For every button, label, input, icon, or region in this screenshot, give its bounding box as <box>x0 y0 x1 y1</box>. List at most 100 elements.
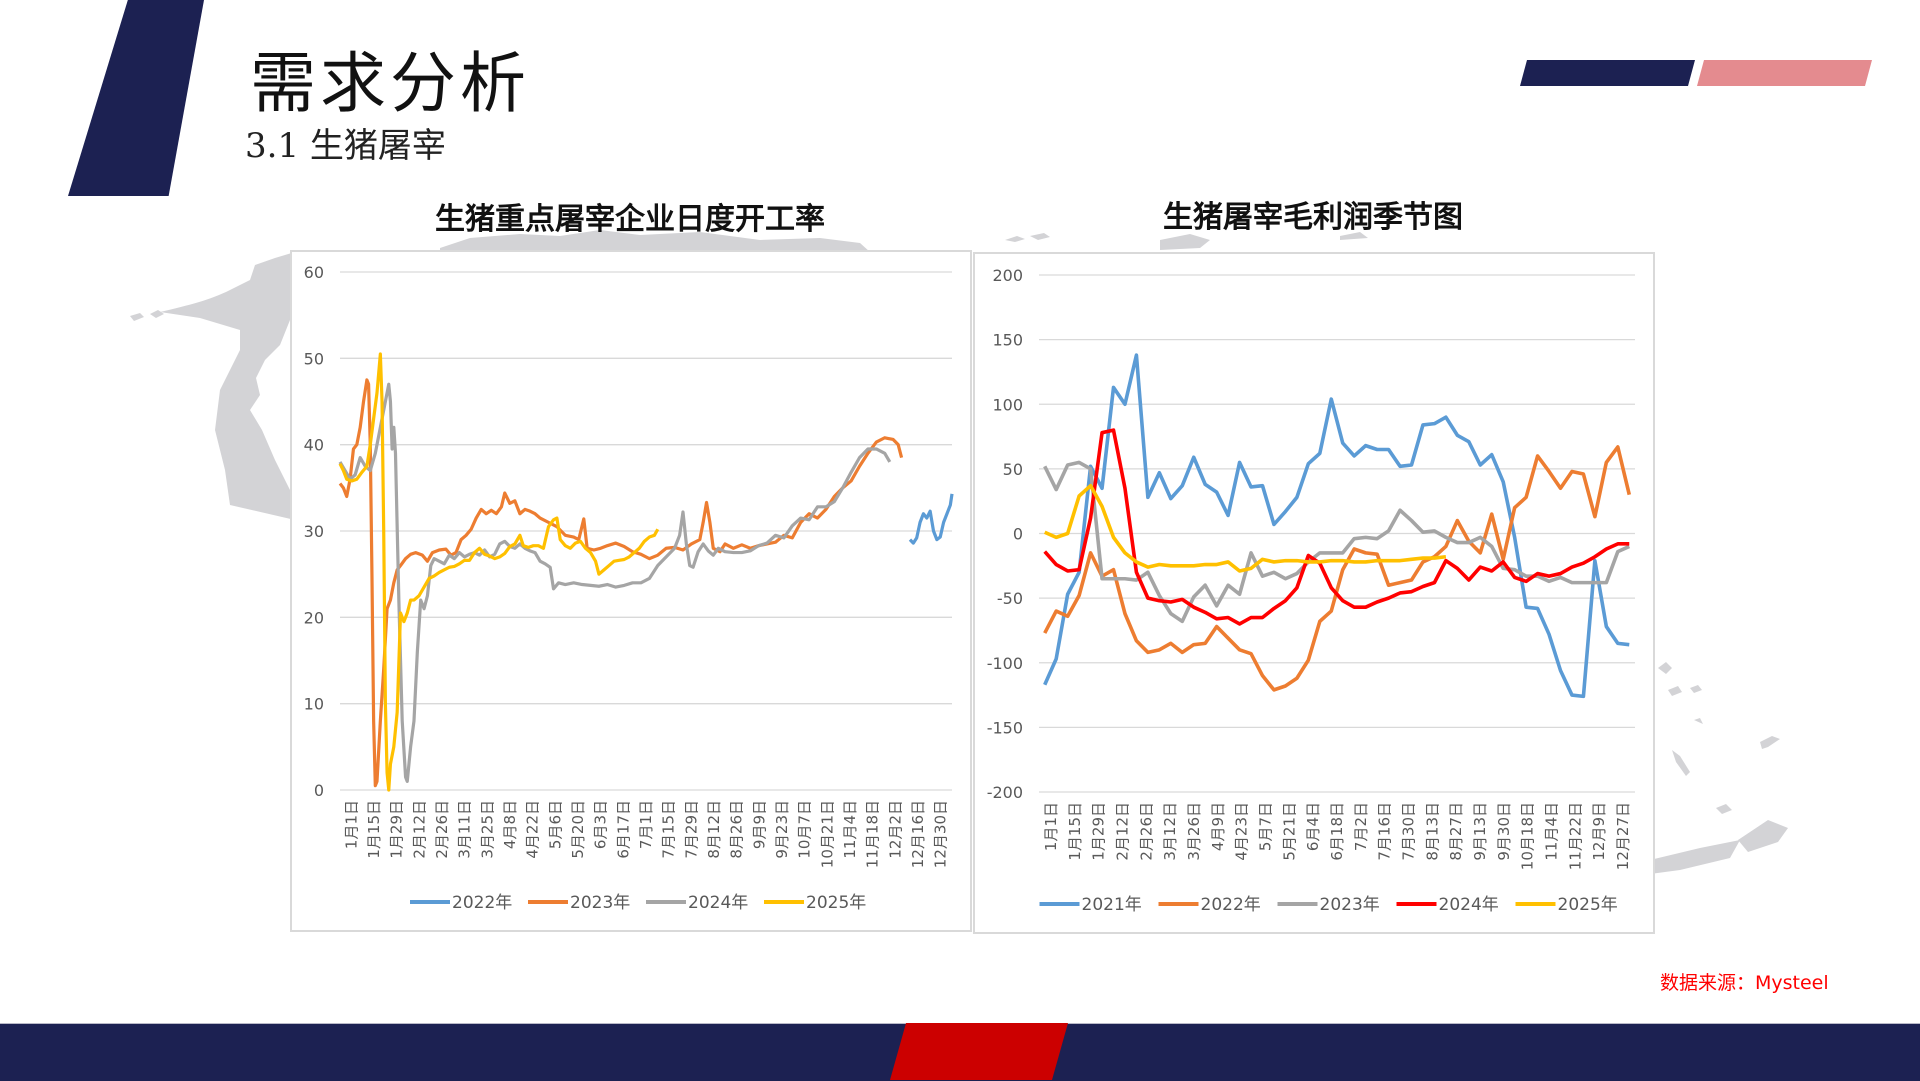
svg-text:2021年: 2021年 <box>1082 895 1142 915</box>
x-tick-label: 7月29日 <box>682 800 700 859</box>
x-tick-label: 6月4日 <box>1304 802 1322 851</box>
series-line <box>1043 428 1630 626</box>
legend-item: 2022年 <box>1158 895 1261 915</box>
y-tick-label: 100 <box>992 395 1023 414</box>
x-tick-label: 1月15日 <box>365 800 383 859</box>
svg-text:2025年: 2025年 <box>1558 895 1618 915</box>
x-tick-label: 12月30日 <box>932 800 950 868</box>
x-tick-label: 10月21日 <box>818 800 836 868</box>
x-tick-label: 11月4日 <box>841 800 859 859</box>
x-tick-label: 3月26日 <box>1185 802 1203 861</box>
legend-item: 2023年 <box>1277 895 1380 915</box>
x-tick-label: 7月2日 <box>1352 802 1370 851</box>
x-tick-label: 1月1日 <box>342 800 360 849</box>
x-tick-label: 12月2日 <box>886 800 904 859</box>
x-tick-label: 2月12日 <box>410 800 428 859</box>
x-tick-label: 7月1日 <box>637 800 655 849</box>
x-tick-label: 12月9日 <box>1590 802 1608 861</box>
x-tick-label: 12月27日 <box>1614 802 1632 870</box>
y-tick-label: 60 <box>304 263 324 282</box>
x-tick-label: 4月22日 <box>524 800 542 859</box>
x-tick-label: 2月26日 <box>433 800 451 859</box>
x-tick-label: 6月3日 <box>592 800 610 849</box>
svg-text:2022年: 2022年 <box>1201 895 1261 915</box>
data-source-note: 数据来源：Mysteel <box>1660 972 1829 994</box>
x-tick-label: 1月15日 <box>1066 802 1084 861</box>
x-tick-label: 11月4日 <box>1543 802 1561 861</box>
decor-stripe-navy <box>1520 60 1695 86</box>
x-tick-label: 8月13日 <box>1423 802 1441 861</box>
section-subtitle: 3.1 生猪屠宰 <box>245 126 446 166</box>
decor-stripe-pink <box>1697 60 1872 86</box>
x-tick-label: 6月18日 <box>1328 802 1346 861</box>
x-tick-label: 12月16日 <box>909 800 927 868</box>
x-tick-label: 8月12日 <box>705 800 723 859</box>
svg-text:2023年: 2023年 <box>570 893 630 913</box>
y-tick-label: 50 <box>1003 460 1023 479</box>
series-line <box>338 382 892 783</box>
chart-operating-rate: 0 10 20 30 40 50 60 1月1日 1月15日 1月29日 2月12日 2月26日 3月1… <box>290 250 972 932</box>
y-tick-label: -150 <box>987 718 1023 737</box>
legend-item: 2022年 <box>410 893 512 913</box>
chart-title-operating-rate: 生猪重点屠宰企业日度开工率 <box>435 202 825 237</box>
chart-gross-profit: -200 -150 -100 -50 0 50 100 150 200 1月1日 1月15日 1月29… <box>973 252 1655 934</box>
series-line <box>338 378 904 788</box>
x-tick-label: 9月30日 <box>1495 802 1513 861</box>
x-tick-label: 5月21日 <box>1280 802 1298 861</box>
page-title: 需求分析 <box>250 45 530 122</box>
y-tick-label: 0 <box>1013 525 1023 544</box>
x-tick-label: 2月12日 <box>1113 802 1131 861</box>
legend-item: 2021年 <box>1039 895 1142 915</box>
y-tick-label: 150 <box>992 331 1023 350</box>
svg-text:2023年: 2023年 <box>1320 895 1380 915</box>
x-tick-label: 5月6日 <box>546 800 564 849</box>
svg-text:2024年: 2024年 <box>688 893 748 913</box>
x-tick-label: 7月16日 <box>1376 802 1394 861</box>
chart-gross-profit-plot: -200 -150 -100 -50 0 50 100 150 200 1月1日 1月15日 1月29… <box>987 266 1635 915</box>
footer-red-accent <box>890 1023 1068 1080</box>
y-tick-label: -50 <box>997 589 1023 608</box>
series-line <box>1043 483 1447 573</box>
x-tick-label: 4月23日 <box>1233 802 1251 861</box>
legend-item: 2024年 <box>1396 895 1499 915</box>
svg-text:2025年: 2025年 <box>806 893 866 913</box>
x-tick-label: 3月12日 <box>1161 802 1179 861</box>
x-tick-label: 5月20日 <box>569 800 587 859</box>
x-tick-label: 4月8日 <box>501 800 519 849</box>
series-line <box>338 352 660 792</box>
x-tick-label: 7月15日 <box>660 800 678 859</box>
x-tick-label: 11月22日 <box>1566 802 1584 870</box>
x-tick-label: 7月30日 <box>1400 802 1418 861</box>
legend-item: 2023年 <box>528 893 630 913</box>
y-tick-label: 40 <box>304 436 324 455</box>
y-tick-label: 50 <box>304 349 324 368</box>
y-tick-label: 20 <box>304 608 324 627</box>
chart-title-gross-profit: 生猪屠宰毛利润季节图 <box>1163 200 1463 235</box>
legend-item: 2025年 <box>764 893 866 913</box>
x-tick-label: 9月23日 <box>773 800 791 859</box>
x-tick-label: 1月29日 <box>388 800 406 859</box>
series-line <box>1043 445 1632 692</box>
x-tick-label: 9月13日 <box>1471 802 1489 861</box>
y-tick-label: 30 <box>304 522 324 541</box>
x-tick-label: 11月18日 <box>864 800 882 868</box>
y-tick-label: 0 <box>314 781 324 800</box>
x-tick-label: 8月27日 <box>1447 802 1465 861</box>
x-tick-label: 3月11日 <box>456 800 474 859</box>
x-tick-label: 1月1日 <box>1042 802 1060 851</box>
x-tick-label: 9月9日 <box>750 800 768 849</box>
x-tick-label: 10月7日 <box>796 800 814 859</box>
chart-operating-rate-plot: 0 10 20 30 40 50 60 1月1日 1月15日 1月29日 2月12日 2月26日 3月1… <box>304 263 954 913</box>
x-tick-label: 3月25日 <box>478 800 496 859</box>
y-tick-label: -200 <box>987 783 1023 802</box>
x-tick-label: 1月29日 <box>1090 802 1108 861</box>
svg-text:2024年: 2024年 <box>1439 895 1499 915</box>
x-tick-label: 6月17日 <box>614 800 632 859</box>
x-tick-label: 2月26日 <box>1137 802 1155 861</box>
series-line <box>1043 353 1630 699</box>
series-line <box>908 493 954 545</box>
x-tick-label: 4月9日 <box>1209 802 1227 851</box>
y-tick-label: 200 <box>992 266 1023 285</box>
svg-text:2022年: 2022年 <box>452 893 512 913</box>
